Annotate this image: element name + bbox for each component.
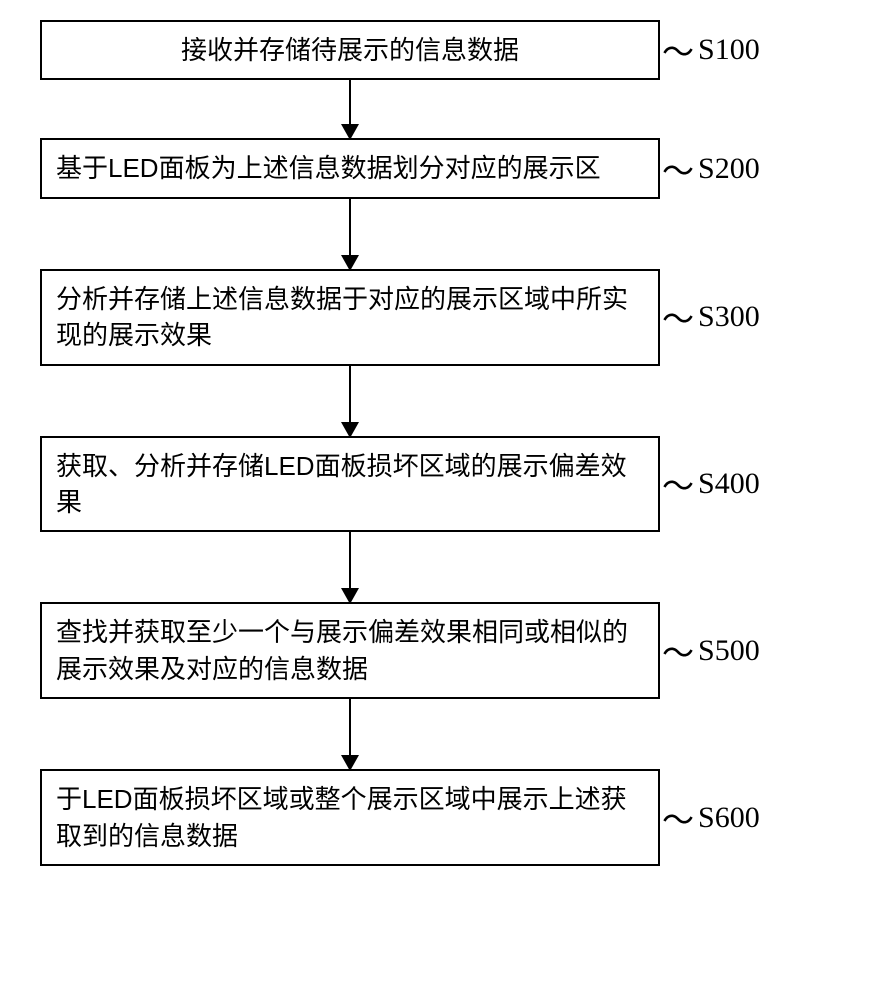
tilde-icon: 〜	[662, 146, 694, 192]
step-box-s300: 分析并存储上述信息数据于对应的展示区域中所实现的展示效果	[40, 269, 660, 366]
step-row-s600: 于LED面板损坏区域或整个展示区域中展示上述获取到的信息数据 〜 S600	[40, 769, 860, 866]
connector-s200: 〜 S200	[660, 146, 760, 192]
connector-s500: 〜 S500	[660, 628, 760, 674]
arrow-s200-s300	[40, 199, 660, 269]
step-row-s500: 查找并获取至少一个与展示偏差效果相同或相似的展示效果及对应的信息数据 〜 S50…	[40, 602, 860, 699]
step-text-s400: 获取、分析并存储LED面板损坏区域的展示偏差效果	[56, 448, 644, 521]
step-text-s300: 分析并存储上述信息数据于对应的展示区域中所实现的展示效果	[56, 281, 644, 354]
flowchart-container: 接收并存储待展示的信息数据 〜 S100 基于LED面板为上述信息数据划分对应的…	[40, 20, 860, 866]
step-label-s400: S400	[698, 467, 760, 501]
step-box-s600: 于LED面板损坏区域或整个展示区域中展示上述获取到的信息数据	[40, 769, 660, 866]
step-row-s300: 分析并存储上述信息数据于对应的展示区域中所实现的展示效果 〜 S300	[40, 269, 860, 366]
connector-s100: 〜 S100	[660, 27, 760, 73]
connector-s300: 〜 S300	[660, 294, 760, 340]
tilde-icon: 〜	[662, 27, 694, 73]
step-text-s200: 基于LED面板为上述信息数据划分对应的展示区	[56, 150, 601, 186]
arrow-s300-s400	[40, 366, 660, 436]
connector-s400: 〜 S400	[660, 461, 760, 507]
step-box-s100: 接收并存储待展示的信息数据	[40, 20, 660, 80]
step-box-s400: 获取、分析并存储LED面板损坏区域的展示偏差效果	[40, 436, 660, 533]
arrow-s400-s500	[40, 532, 660, 602]
arrow-s100-s200	[40, 80, 660, 138]
tilde-icon: 〜	[662, 461, 694, 507]
step-row-s200: 基于LED面板为上述信息数据划分对应的展示区 〜 S200	[40, 138, 860, 198]
tilde-icon: 〜	[662, 628, 694, 674]
tilde-icon: 〜	[662, 795, 694, 841]
step-text-s600: 于LED面板损坏区域或整个展示区域中展示上述获取到的信息数据	[56, 781, 644, 854]
step-label-s300: S300	[698, 300, 760, 334]
step-label-s200: S200	[698, 152, 760, 186]
arrow-s500-s600	[40, 699, 660, 769]
step-row-s400: 获取、分析并存储LED面板损坏区域的展示偏差效果 〜 S400	[40, 436, 860, 533]
step-box-s500: 查找并获取至少一个与展示偏差效果相同或相似的展示效果及对应的信息数据	[40, 602, 660, 699]
step-text-s100: 接收并存储待展示的信息数据	[181, 32, 519, 68]
step-label-s500: S500	[698, 634, 760, 668]
step-label-s600: S600	[698, 801, 760, 835]
step-box-s200: 基于LED面板为上述信息数据划分对应的展示区	[40, 138, 660, 198]
tilde-icon: 〜	[662, 294, 694, 340]
step-text-s500: 查找并获取至少一个与展示偏差效果相同或相似的展示效果及对应的信息数据	[56, 614, 644, 687]
connector-s600: 〜 S600	[660, 795, 760, 841]
step-row-s100: 接收并存储待展示的信息数据 〜 S100	[40, 20, 860, 80]
step-label-s100: S100	[698, 33, 760, 67]
